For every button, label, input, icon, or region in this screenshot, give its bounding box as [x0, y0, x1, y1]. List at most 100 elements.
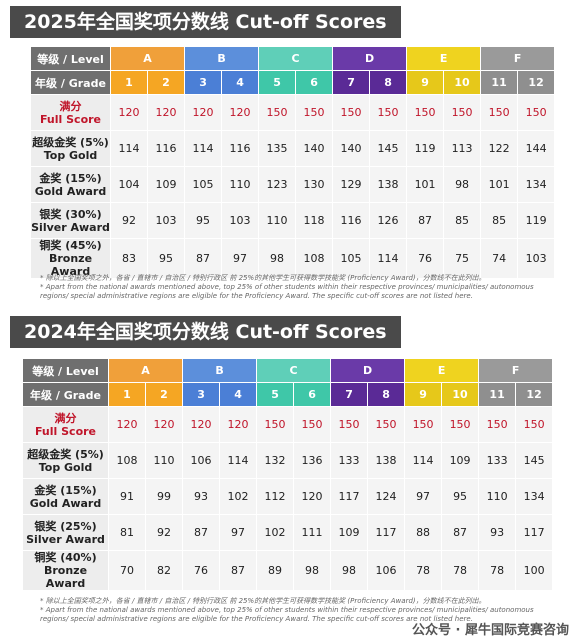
score-cell: 119: [406, 130, 445, 167]
score-cell: 120: [110, 94, 148, 131]
score-cell: 104: [110, 166, 148, 203]
grade-cell: 11: [480, 70, 519, 95]
level-label: 等级 / Level: [30, 46, 111, 71]
score-cell: 123: [258, 166, 297, 203]
score-cell: 76: [182, 550, 221, 591]
score-row: 银奖 (25%) Silver Award 81 92 87 97 102 111 109 117…: [22, 514, 554, 551]
score-cell: 97: [404, 478, 443, 515]
score-cell: 113: [443, 130, 482, 167]
level-d: D: [330, 358, 406, 383]
score-cell: 150: [330, 406, 369, 443]
score-cell: 122: [480, 130, 519, 167]
award-name-en: Top Gold: [43, 148, 98, 162]
score-cell: 120: [146, 94, 186, 131]
score-cell: 120: [293, 478, 332, 515]
score-cell: 109: [146, 166, 186, 203]
score-cell: 120: [108, 406, 146, 443]
grade-cell: 6: [293, 382, 332, 407]
score-cell: 150: [406, 94, 445, 131]
level-e: E: [404, 358, 480, 383]
score-cell: 87: [406, 202, 445, 239]
grade-cell: 9: [406, 70, 445, 95]
score-cell: 150: [404, 406, 443, 443]
score-cell: 75: [443, 238, 482, 279]
score-cell: 98: [293, 550, 332, 591]
score-cell: 150: [443, 94, 482, 131]
score-cell: 70: [108, 550, 146, 591]
score-cell: 110: [258, 202, 297, 239]
score-cell: 117: [330, 478, 369, 515]
level-b: B: [184, 46, 260, 71]
score-cell: 150: [478, 406, 517, 443]
award-label: 铜奖 (45%) Bronze Award: [30, 238, 111, 279]
score-cell: 140: [295, 130, 334, 167]
award-name-en: Full Score: [34, 424, 97, 438]
score-cell: 109: [330, 514, 369, 551]
footnote-en: * Apart from the national awards mention…: [40, 283, 534, 300]
score-cell: 101: [406, 166, 445, 203]
score-cell: 120: [144, 406, 184, 443]
award-name-en: Bronze Award: [48, 252, 93, 278]
score-cell: 95: [184, 202, 223, 239]
watermark: 公众号 · 犀牛国际竞赛咨询: [412, 623, 569, 638]
grade-cell: 12: [515, 382, 554, 407]
score-cell: 78: [478, 550, 517, 591]
score-cell: 150: [256, 406, 295, 443]
score-cell: 85: [443, 202, 482, 239]
score-cell: 129: [332, 166, 371, 203]
section-2025-title: 2025年全国奖项分数线 Cut-off Scores: [10, 6, 401, 38]
score-cell: 95: [146, 238, 186, 279]
score-rows-2025: 满分 Full Score 120 120 120 120 150 150 150 150 150 1…: [30, 94, 556, 279]
score-cell: 144: [517, 130, 556, 167]
award-name-en: Silver Award: [31, 220, 110, 234]
score-row: 金奖 (15%) Gold Award 104 109 105 110 123 130 129 1…: [30, 166, 556, 203]
award-name-en: Full Score: [39, 112, 102, 126]
score-cell: 93: [182, 478, 221, 515]
grade-cell: 5: [258, 70, 297, 95]
award-name-cn: 满分: [59, 99, 82, 113]
score-cell: 114: [404, 442, 443, 479]
level-label: 等级 / Level: [22, 358, 109, 383]
grade-cell: 11: [478, 382, 517, 407]
footnote-cn: * 除以上全国奖项之外，各省 / 直辖市 / 自治区 / 特别行政区 前 25%…: [40, 274, 486, 282]
award-name-en: Bronze Award: [43, 564, 88, 590]
level-f: F: [480, 46, 556, 71]
score-cell: 88: [404, 514, 443, 551]
score-cell: 138: [367, 442, 406, 479]
score-cell: 82: [144, 550, 184, 591]
score-cell: 120: [221, 94, 260, 131]
level-e: E: [406, 46, 482, 71]
score-cell: 105: [332, 238, 371, 279]
cutoff-table-2024: 等级 / Level A B C D E F 年级 / Grade 1 2 3 …: [22, 358, 554, 591]
score-cell: 93: [478, 514, 517, 551]
score-cell: 150: [295, 94, 334, 131]
score-cell: 91: [108, 478, 146, 515]
grade-cell: 8: [367, 382, 406, 407]
award-label: 银奖 (25%) Silver Award: [22, 514, 109, 551]
score-cell: 87: [219, 550, 258, 591]
grade-row: 年级 / Grade 1 2 3 4 5 6 7 8 9 10 11 12: [22, 382, 554, 407]
score-cell: 101: [480, 166, 519, 203]
award-label: 金奖 (15%) Gold Award: [30, 166, 111, 203]
award-name-cn: 铜奖 (45%): [39, 239, 102, 252]
grade-cell: 5: [256, 382, 295, 407]
grade-cell: 6: [295, 70, 334, 95]
score-cell: 150: [480, 94, 519, 131]
score-cell: 103: [221, 202, 260, 239]
score-cell: 140: [332, 130, 371, 167]
score-cell: 74: [480, 238, 519, 279]
score-cell: 116: [146, 130, 186, 167]
award-name-cn: 银奖 (30%): [39, 207, 102, 221]
award-name-en: Top Gold: [38, 460, 93, 474]
score-cell: 116: [332, 202, 371, 239]
score-cell: 150: [293, 406, 332, 443]
score-cell: 130: [295, 166, 334, 203]
score-cell: 106: [182, 442, 221, 479]
award-name-en: Gold Award: [34, 184, 107, 198]
level-a: A: [109, 46, 186, 71]
score-cell: 92: [144, 514, 184, 551]
award-name-cn: 满分: [54, 411, 77, 425]
score-cell: 117: [515, 514, 554, 551]
score-row: 超级金奖 (5%) Top Gold 108 110 106 114 132 136 133 13…: [22, 442, 554, 479]
score-cell: 145: [369, 130, 408, 167]
